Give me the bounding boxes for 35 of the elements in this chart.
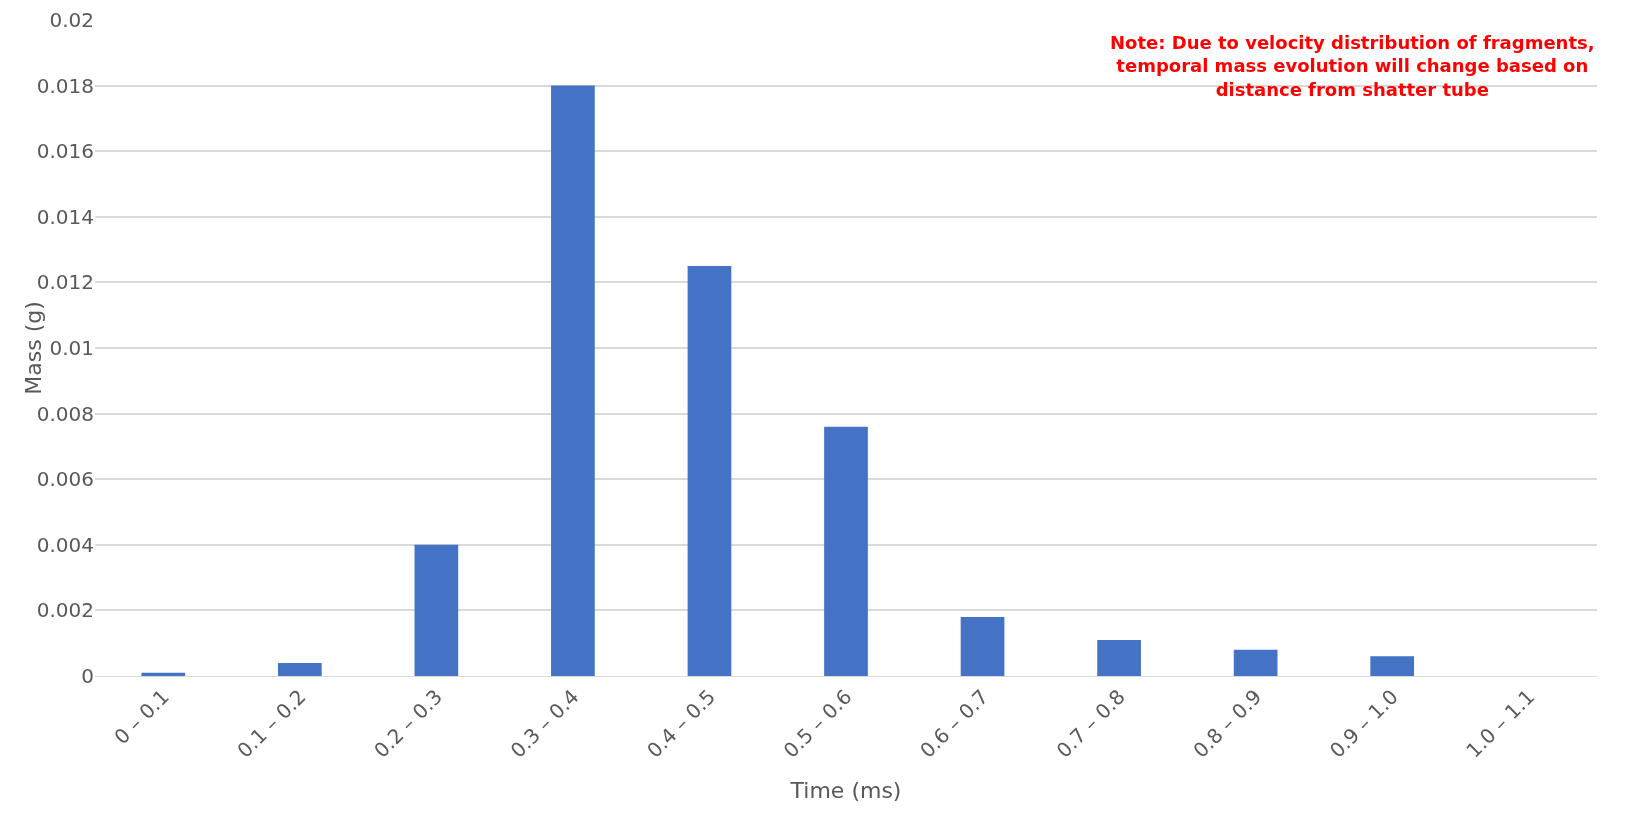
x-tick-label: 0.9 – 1.0: [1324, 684, 1403, 763]
bar: [1370, 656, 1415, 676]
y-tick-label: 0.01: [49, 336, 94, 360]
x-axis-title: Time (ms): [789, 777, 902, 803]
bar: [551, 85, 595, 676]
bar: [1233, 649, 1278, 676]
x-tick-label: 0.4 – 0.5: [642, 684, 721, 763]
y-tick-label: 0.006: [36, 467, 94, 492]
y-tick-label: 0.004: [36, 532, 94, 557]
y-tick-label: 0.018: [36, 73, 94, 98]
bar: [824, 426, 868, 676]
y-tick-label: 0.008: [36, 401, 94, 426]
y-tick-label: 0.012: [36, 270, 94, 295]
y-tick-label: 0.002: [36, 598, 94, 623]
annotation: Note: Due to velocity distribution of fragments, temporal mass evolution will change based on distance from shatter tube: [1110, 32, 1595, 100]
x-tick-label: 1.0 – 1.1: [1461, 684, 1540, 763]
y-tick-label: 0.02: [49, 8, 94, 32]
x-tick-label: 0.1 – 0.2: [232, 684, 311, 763]
bar: [960, 616, 1005, 676]
x-tick-label: 0.5 – 0.6: [778, 684, 857, 763]
x-tick-label: 0.7 – 0.8: [1051, 684, 1130, 763]
x-tick-label: 0.6 – 0.7: [915, 684, 994, 763]
bar: [141, 672, 186, 676]
x-tick-label: 0.8 – 0.9: [1188, 684, 1267, 763]
x-tick-label: 0 – 0.1: [109, 684, 174, 750]
y-axis-title: Mass (g): [21, 301, 46, 395]
y-tick-label: 0.014: [36, 204, 94, 229]
bar: [1097, 639, 1141, 676]
y-tick-label: 0.016: [36, 139, 94, 164]
bar: [277, 662, 322, 676]
y-tick-label: 0: [81, 664, 94, 688]
x-tick-label: 0.3 – 0.4: [505, 684, 584, 763]
x-tick-label: 0.2 – 0.3: [368, 684, 447, 763]
bar: [414, 544, 459, 676]
bar: [687, 266, 732, 676]
